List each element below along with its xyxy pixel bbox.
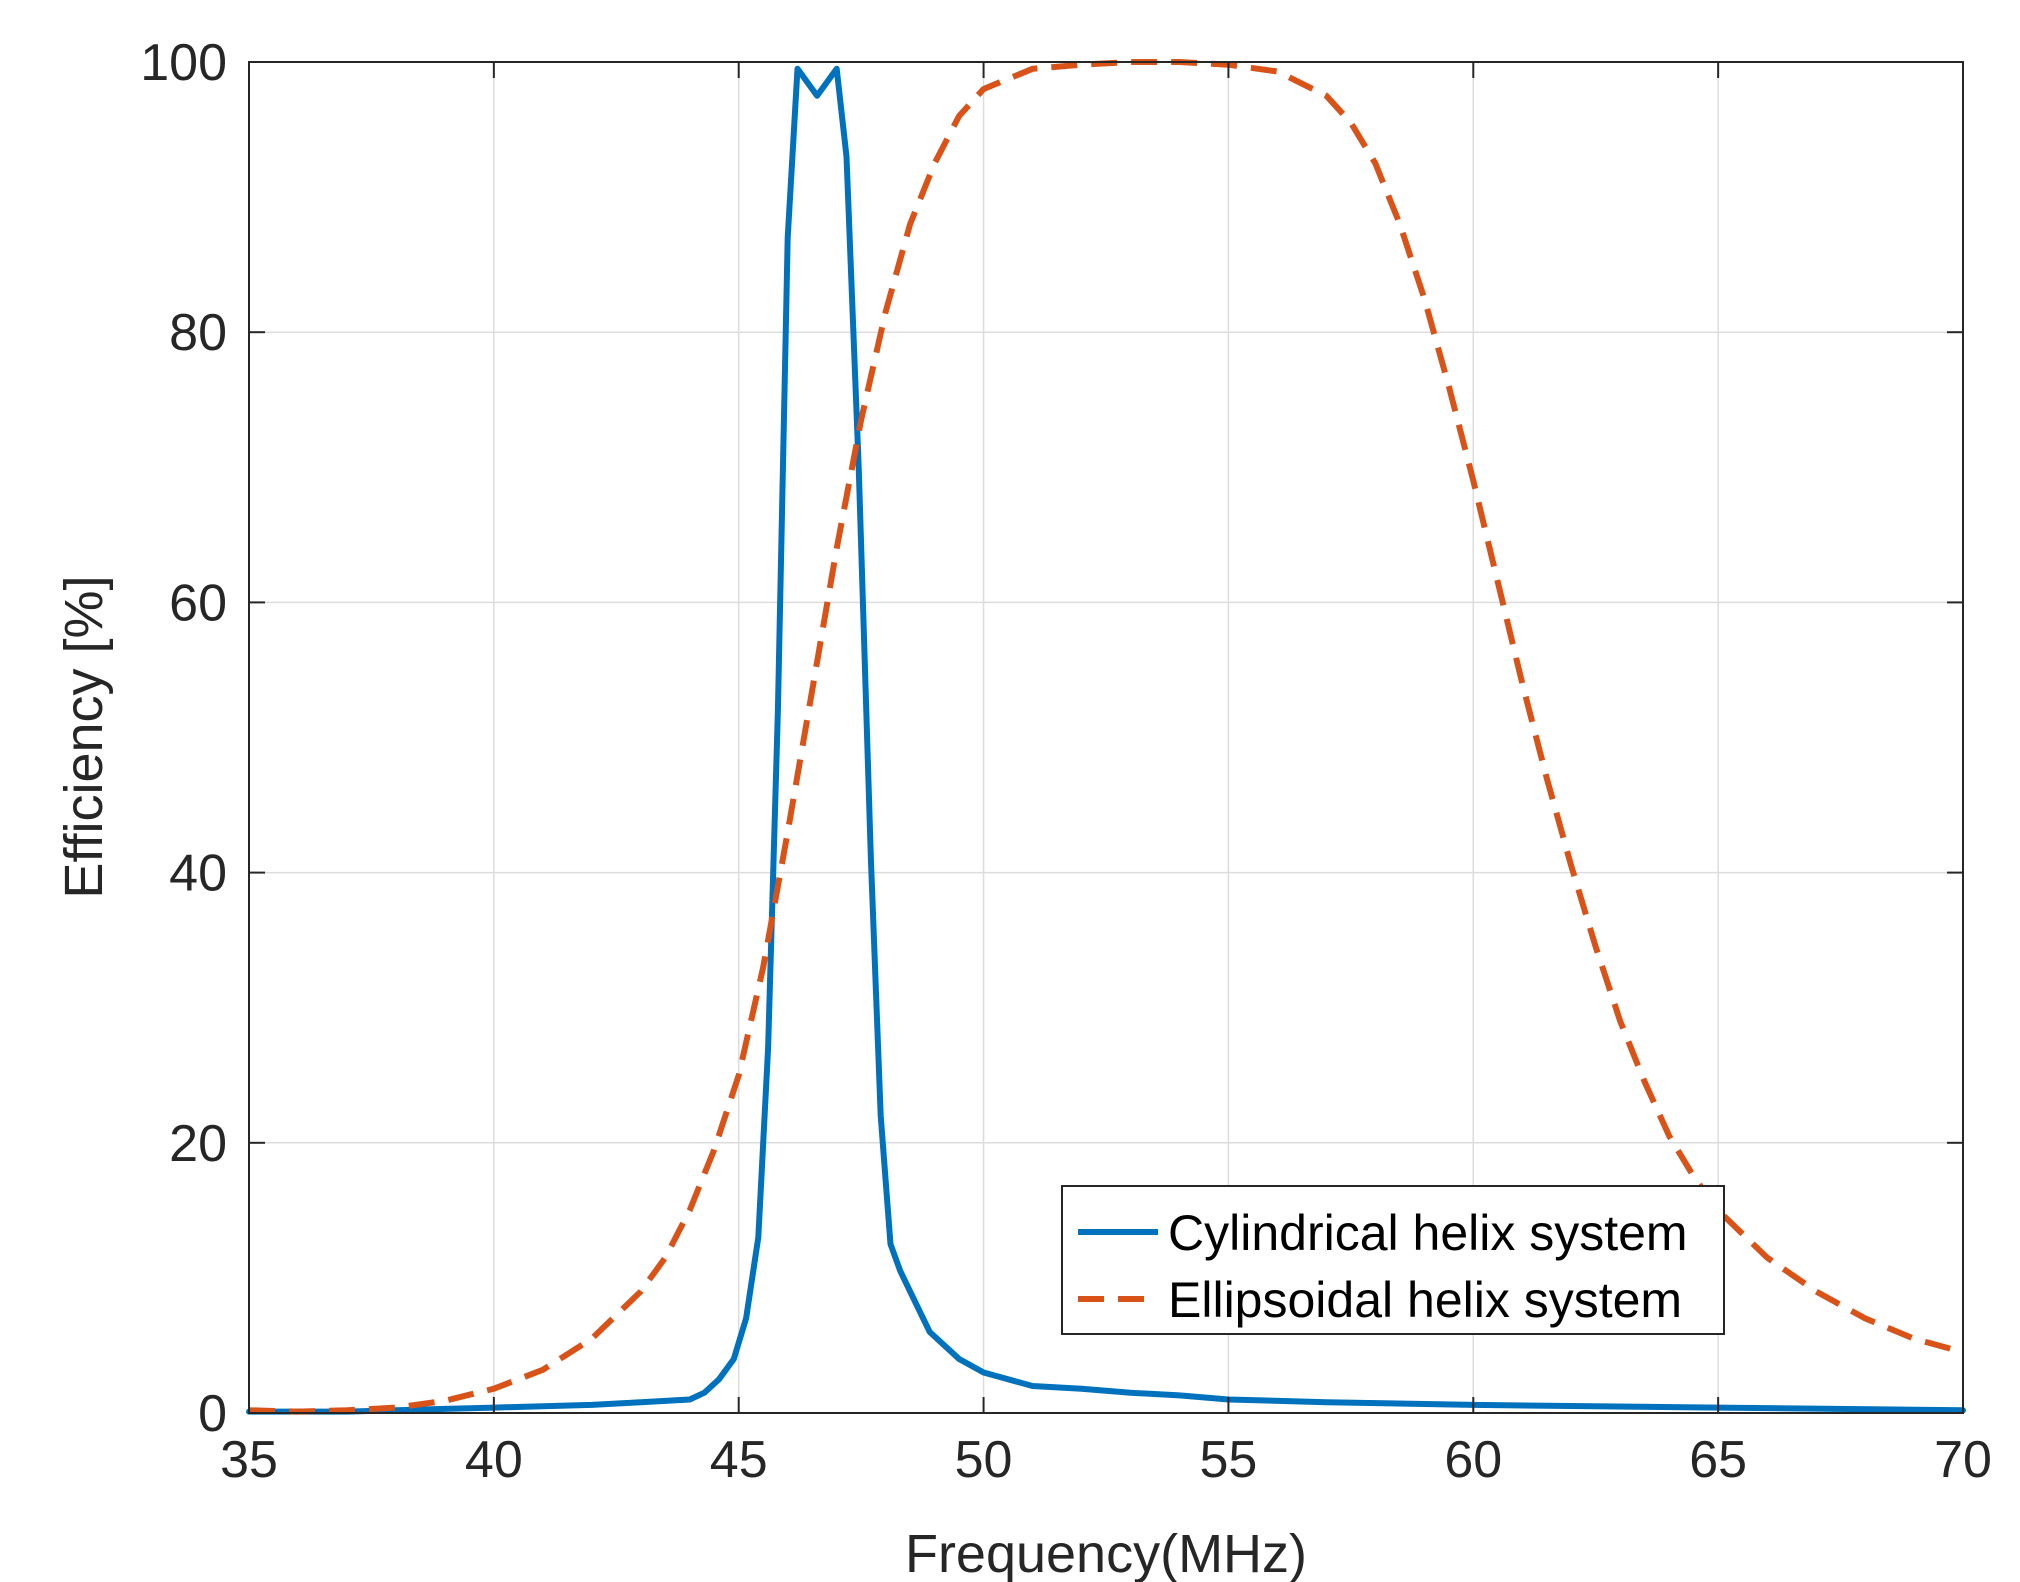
legend-label-cylindrical: Cylindrical helix system: [1168, 1205, 1688, 1261]
cylindrical-helix-series-line: [246, 65, 1966, 1415]
x-tick-label: 70: [1934, 1431, 1992, 1489]
x-tick-label: 55: [1200, 1431, 1258, 1489]
grid-lines: [249, 62, 1963, 1413]
x-tick-label: 45: [710, 1431, 768, 1489]
tick-labels: 35 40 45 50 55 60 65 70 0 20 40 60 80 100: [140, 34, 1992, 1489]
legend-label-ellipsoidal: Ellipsoidal helix system: [1168, 1272, 1682, 1328]
series-layer: [246, 59, 1966, 1415]
x-tick-label: 50: [955, 1431, 1013, 1489]
y-axis-label: Efficiency [%]: [54, 575, 114, 898]
plot-area-border: [248, 61, 1964, 1414]
x-tick-label: 65: [1689, 1431, 1747, 1489]
axis-ticks: [248, 61, 1964, 1414]
y-tick-label: 60: [169, 574, 227, 632]
legend: Cylindrical helix system Ellipsoidal hel…: [1061, 1185, 1725, 1335]
y-tick-label: 40: [169, 845, 227, 903]
ellipsoidal-helix-series-line: [248, 59, 1964, 1415]
x-axis-label: Frequency(MHz): [905, 1524, 1307, 1582]
y-tick-label: 0: [198, 1385, 227, 1443]
x-tick-label: 40: [465, 1431, 523, 1489]
legend-box: [1061, 1185, 1725, 1335]
y-tick-label: 100: [140, 34, 227, 92]
y-tick-label: 20: [169, 1115, 227, 1173]
x-tick-label: 60: [1444, 1431, 1502, 1489]
x-tick-label: 35: [220, 1431, 278, 1489]
y-tick-label: 80: [169, 304, 227, 362]
